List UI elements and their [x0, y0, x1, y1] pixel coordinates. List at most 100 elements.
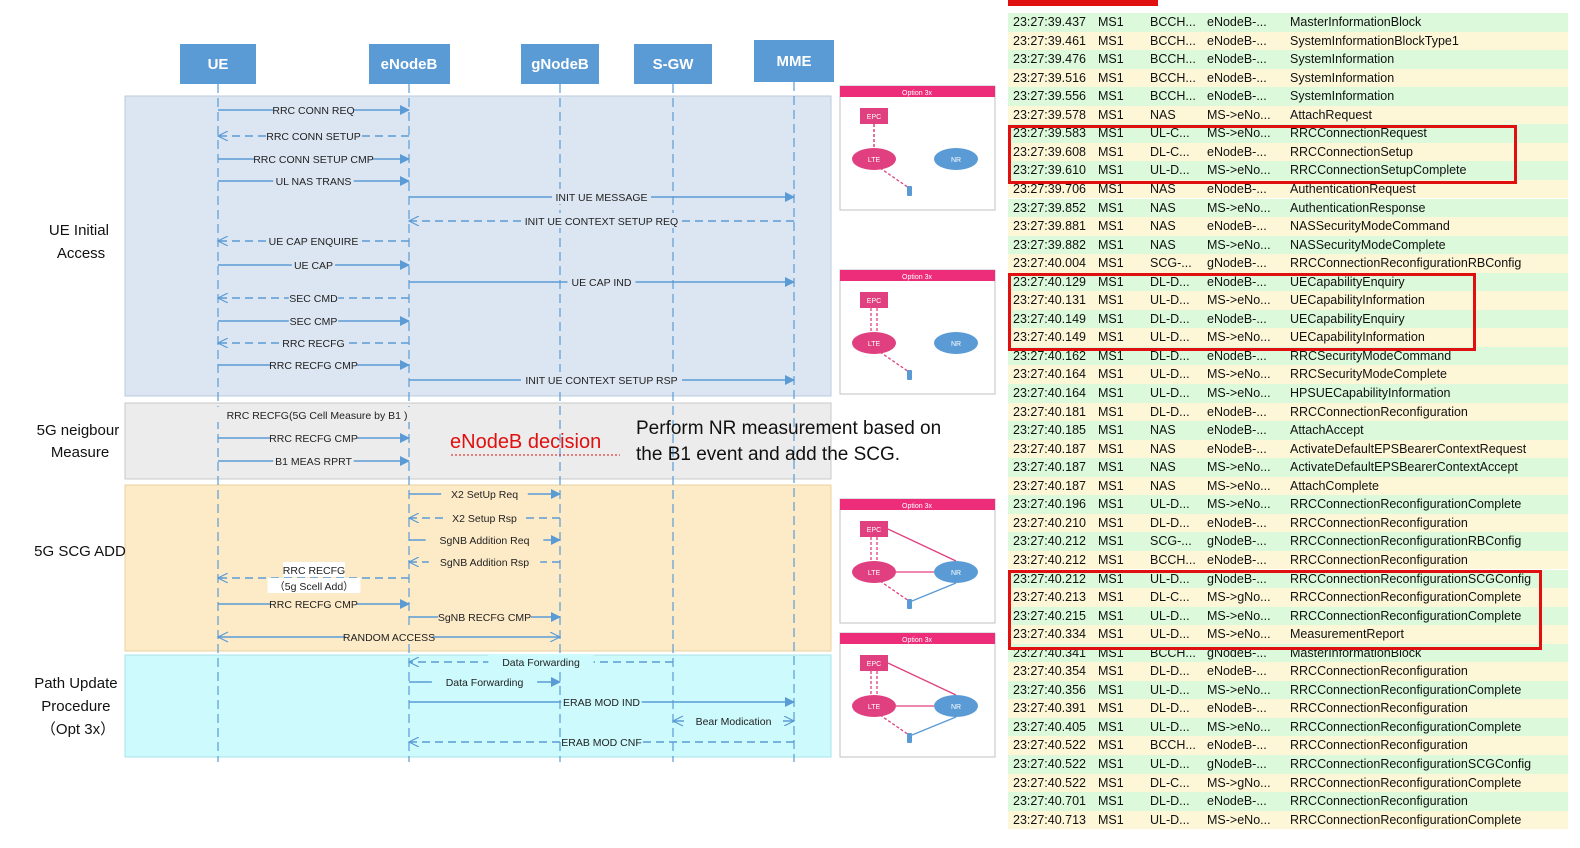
log-time: 23:27:39.608: [1013, 144, 1086, 159]
log-row[interactable]: 23:27:40.196 MS1 UL-D... MS->eNo... RRCConne…: [1008, 495, 1568, 514]
log-time: 23:27:40.149: [1013, 311, 1086, 326]
highlight-ue-capability: [1008, 273, 1476, 351]
log-row[interactable]: 23:27:40.212 MS1 UL-D... gNodeB-... RRCConne…: [1008, 569, 1568, 589]
log-row[interactable]: 23:27:39.706 MS1 NAS eNodeB-... Authenticati…: [1008, 179, 1568, 199]
log-row[interactable]: 23:27:40.212 MS1 SCG-... gNodeB-... RRCConne…: [1008, 532, 1568, 551]
log-row[interactable]: 23:27:40.131 MS1 UL-D... MS->eNo... UECapabi…: [1008, 291, 1568, 310]
log-row[interactable]: 23:27:39.437 MS1 BCCH... eNodeB-... MasterIn…: [1008, 13, 1568, 32]
log-row[interactable]: 23:27:40.391 MS1 DL-D... eNodeB-... RRCConne…: [1008, 699, 1568, 718]
log-row[interactable]: 23:27:40.210 MS1 DL-D... eNodeB-... RRCConne…: [1008, 513, 1568, 533]
log-row[interactable]: 23:27:39.852 MS1 NAS MS->eNo... Authenticati…: [1008, 198, 1568, 218]
log-message: MasterInformationBlock: [1290, 15, 1422, 29]
log-ms: MS1: [1098, 386, 1124, 400]
log-row[interactable]: 23:27:40.405 MS1 UL-D... MS->eNo... RRCConne…: [1008, 717, 1568, 737]
topology-title: Option 3x: [902, 503, 932, 510]
log-time: 23:27:40.215: [1013, 608, 1086, 623]
log-direction: MS->eNo...: [1207, 812, 1271, 827]
log-message: RRCConnectionRequest: [1290, 126, 1427, 141]
log-row[interactable]: 23:27:40.713 MS1 UL-D... MS->eNo... RRCConne…: [1008, 810, 1568, 830]
log-time: 23:27:39.556: [1013, 89, 1086, 104]
log-row[interactable]: 23:27:40.162 MS1 DL-D... eNodeB-... RRCSecur…: [1008, 346, 1568, 366]
log-ms: MS1: [1098, 719, 1124, 734]
log-row[interactable]: 23:27:40.149 MS1 DL-D... eNodeB-... UECapabi…: [1008, 309, 1568, 329]
log-channel: BCCH...: [1150, 15, 1196, 29]
log-channel: UL-D...: [1150, 571, 1190, 586]
log-message: SystemInformation: [1290, 52, 1395, 67]
log-direction: MS->eNo...: [1207, 460, 1271, 475]
log-direction: eNodeB-...: [1207, 664, 1267, 679]
log-direction: eNodeB-...: [1207, 423, 1267, 438]
log-ms: MS1: [1098, 682, 1124, 697]
message-label-bg: [270, 596, 357, 611]
log-time: 23:27:40.164: [1013, 386, 1086, 400]
log-row[interactable]: 23:27:40.356 MS1 UL-D... MS->eNo... RRCConne…: [1008, 680, 1568, 700]
log-time: 23:27:40.181: [1013, 404, 1086, 419]
log-row[interactable]: 23:27:40.187 MS1 NAS MS->eNo... ActivateDefa…: [1008, 458, 1568, 477]
message-label-bg: [273, 102, 354, 117]
log-direction: eNodeB-...: [1207, 70, 1267, 85]
log-channel: BCCH...: [1150, 33, 1196, 48]
log-row[interactable]: 23:27:40.212 MS1 BCCH... eNodeB-... RRCConne…: [1008, 550, 1568, 570]
log-channel: UL-D...: [1150, 812, 1190, 827]
log-row[interactable]: 23:27:39.516 MS1 BCCH... eNodeB-... SystemIn…: [1008, 68, 1568, 88]
log-message: RRCConnectionReconfiguration: [1290, 701, 1468, 716]
log-row[interactable]: 23:27:39.882 MS1 NAS MS->eNo... NASSecurityM…: [1008, 235, 1568, 255]
log-row[interactable]: 23:27:40.164 MS1 UL-D... MS->eNo... HPSUECap…: [1008, 384, 1568, 403]
log-ms: MS1: [1098, 423, 1124, 438]
log-row[interactable]: 23:27:40.334 MS1 UL-D... MS->eNo... Measurem…: [1008, 625, 1568, 644]
log-ms: MS1: [1098, 70, 1124, 85]
log-row[interactable]: 23:27:40.213 MS1 DL-C... MS->gNo... RRCConne…: [1008, 588, 1568, 607]
log-row[interactable]: 23:27:40.149 MS1 UL-D... MS->eNo... UECapabi…: [1008, 328, 1568, 347]
log-row[interactable]: 23:27:40.129 MS1 DL-D... eNodeB-... UECapabi…: [1008, 272, 1568, 292]
log-row[interactable]: 23:27:40.522 MS1 BCCH... eNodeB-... RRCConne…: [1008, 736, 1568, 755]
log-row[interactable]: 23:27:40.185 MS1 NAS eNodeB-... AttachAccept: [1008, 421, 1568, 440]
message-label-bg: [270, 430, 357, 445]
message-label-bg: [345, 629, 433, 644]
log-direction: eNodeB-...: [1207, 552, 1267, 567]
log-row[interactable]: 23:27:40.181 MS1 DL-D... eNodeB-... RRCConne…: [1008, 402, 1568, 422]
log-row[interactable]: 23:27:39.476 MS1 BCCH... eNodeB-... SystemIn…: [1008, 50, 1568, 69]
log-message: UECapabilityEnquiry: [1290, 311, 1405, 326]
log-ms: MS1: [1098, 552, 1124, 567]
log-channel: DL-D...: [1150, 701, 1190, 716]
message-label: X2 Setup Rsp: [452, 513, 517, 525]
log-row[interactable]: 23:27:40.215 MS1 UL-D... MS->eNo... RRCConne…: [1008, 606, 1568, 626]
log-row[interactable]: 23:27:40.004 MS1 SCG-... gNodeB-... RRCConne…: [1008, 254, 1568, 273]
log-ms: MS1: [1098, 33, 1124, 48]
log-row[interactable]: 23:27:40.187 MS1 NAS eNodeB-... ActivateDefa…: [1008, 439, 1568, 459]
log-channel: NAS: [1150, 237, 1176, 252]
log-row[interactable]: 23:27:40.701 MS1 DL-D... eNodeB-... RRCConne…: [1008, 792, 1568, 811]
log-message: RRCConnectionReconfiguration: [1290, 515, 1468, 530]
log-row[interactable]: 23:27:39.461 MS1 BCCH... eNodeB-... SystemIn…: [1008, 31, 1568, 51]
log-row[interactable]: 23:27:40.522 MS1 UL-D... gNodeB-... RRCConne…: [1008, 755, 1568, 774]
log-time: 23:27:39.583: [1013, 126, 1086, 141]
message-label-bg: [270, 357, 357, 372]
log-row[interactable]: 23:27:39.556 MS1 BCCH... eNodeB-... SystemIn…: [1008, 87, 1568, 106]
message-label-bg: [425, 532, 544, 547]
log-row[interactable]: 23:27:39.578 MS1 NAS MS->eNo... AttachReques…: [1008, 105, 1568, 125]
log-ms: MS1: [1098, 757, 1124, 771]
log-row[interactable]: 23:27:39.881 MS1 NAS eNodeB-... NASSecurityM…: [1008, 217, 1568, 236]
nr-ue-link: [911, 716, 957, 736]
log-ms: MS1: [1098, 664, 1124, 679]
nr-node: [934, 695, 978, 717]
log-direction: eNodeB-...: [1207, 181, 1267, 196]
log-direction: gNodeB-...: [1207, 534, 1267, 549]
log-row[interactable]: 23:27:39.608 MS1 DL-C... eNodeB-... RRCConne…: [1008, 142, 1568, 162]
log-row[interactable]: 23:27:40.354 MS1 DL-D... eNodeB-... RRCConne…: [1008, 662, 1568, 681]
log-message: AuthenticationResponse: [1290, 200, 1426, 215]
log-channel: NAS: [1150, 460, 1176, 475]
log-row[interactable]: 23:27:39.610 MS1 UL-D... MS->eNo... RRCConne…: [1008, 161, 1568, 180]
log-time: 23:27:39.578: [1013, 107, 1086, 122]
message-label-bg: [267, 233, 360, 248]
log-ms: MS1: [1098, 219, 1124, 234]
log-direction: MS->eNo...: [1207, 478, 1271, 493]
log-row[interactable]: 23:27:40.164 MS1 UL-D... MS->eNo... RRCSecur…: [1008, 365, 1568, 384]
log-channel: UL-D...: [1150, 719, 1190, 734]
log-direction: MS->eNo...: [1207, 719, 1271, 734]
log-row[interactable]: 23:27:39.583 MS1 UL-C... MS->eNo... RRCConne…: [1008, 124, 1568, 143]
log-row[interactable]: 23:27:40.187 MS1 NAS MS->eNo... AttachComple…: [1008, 476, 1568, 496]
log-ms: MS1: [1098, 571, 1124, 586]
message-label: ERAB MOD IND: [563, 697, 640, 709]
log-row[interactable]: 23:27:40.522 MS1 DL-C... MS->gNo... RRCConne…: [1008, 773, 1568, 793]
